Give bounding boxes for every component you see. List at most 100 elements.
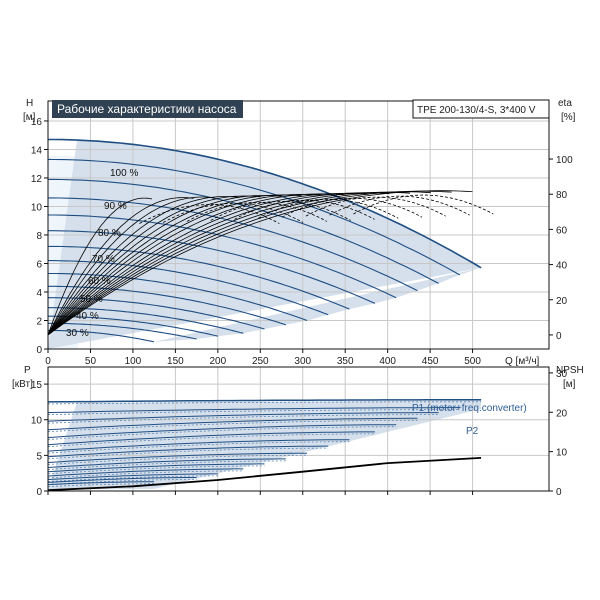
- head-plot-frame: [47, 100, 550, 350]
- power-axis-unit: [кВт]: [12, 379, 33, 390]
- flow-tick-label-250: 250: [252, 356, 269, 367]
- npsh-tick-label-0: 0: [556, 487, 562, 498]
- efficiency-dashed-arc: [162, 203, 304, 223]
- efficiency-curve-60: [47, 194, 302, 336]
- eta-tick-label-60: 60: [556, 225, 568, 236]
- power-curve-50: [47, 463, 265, 473]
- efficiency-dashed-arc: [258, 199, 399, 219]
- p2-curve-90: [47, 414, 439, 424]
- power-curve-30: [47, 481, 155, 486]
- power-tick-label-5: 5: [36, 451, 42, 462]
- flow-tick-label-300: 300: [294, 356, 311, 367]
- p1-series-label: P1 (motor+freq.converter): [412, 403, 527, 414]
- power-curve-95: [47, 407, 460, 414]
- head-tick-label-2: 2: [36, 316, 42, 327]
- head-curve-95: [47, 158, 461, 276]
- eta-axis-label: eta: [558, 98, 572, 109]
- power-plot-background: [48, 367, 549, 491]
- head-curve-50: [48, 297, 265, 330]
- efficiency-curve-35: [47, 197, 194, 336]
- head-curve-30: [48, 329, 155, 343]
- power-tick-label-10: 10: [31, 416, 43, 427]
- head-axis-unit: [м]: [23, 112, 36, 123]
- power-tick-label-0: 0: [36, 487, 42, 498]
- efficiency-dashed-arc: [210, 201, 351, 221]
- flow-tick-label-200: 200: [209, 356, 226, 367]
- efficiency-dashed-arc: [353, 194, 494, 215]
- head-tick-label-0: 0: [36, 345, 42, 356]
- power-curve-70: [47, 439, 350, 452]
- model-label-box: [412, 99, 550, 119]
- power-curve-35: [47, 477, 197, 483]
- eta-tick-label-80: 80: [556, 190, 568, 201]
- p2-curve-45: [47, 470, 244, 479]
- p2-curve-60: [47, 454, 307, 465]
- power-curve-55: [47, 458, 286, 468]
- power-curve-60: [47, 452, 307, 463]
- efficiency-dashed-arc: [281, 197, 423, 218]
- speed-label-6: 40 %: [76, 311, 99, 322]
- efficiency-dashed-arc: [305, 196, 446, 217]
- efficiency-dashed-arc: [186, 202, 328, 222]
- head-tick-label-14: 14: [31, 145, 43, 156]
- flow-tick-label-500: 500: [464, 356, 481, 367]
- power-curve-65: [47, 445, 329, 458]
- head-tick-label-12: 12: [31, 174, 43, 185]
- eta-tick-label-20: 20: [556, 296, 568, 307]
- head-plot-background: [48, 101, 549, 349]
- flow-tick-label-450: 450: [422, 356, 439, 367]
- flow-axis-label: Q [м³/ч]: [505, 356, 540, 367]
- efficiency-curve-50: [47, 195, 261, 336]
- eta-tick-label-0: 0: [556, 331, 562, 342]
- power-plot-ticks: 0 5 10 15 0 10 20 30: [31, 369, 568, 498]
- power-curve-85: [47, 417, 418, 431]
- p2-curve-65: [47, 447, 329, 460]
- head-curves: 100 % 90 % 80 % 70 % 60 % 50 % 40 % 30 %: [47, 138, 482, 343]
- flow-tick-label-400: 400: [379, 356, 396, 367]
- npsh-curve: [47, 457, 482, 492]
- npsh-curve-group: [47, 457, 482, 492]
- efficiency-dashed-arc: [139, 204, 280, 224]
- power-range-area: [48, 400, 482, 490]
- chart-title-box: [52, 100, 243, 118]
- speed-label-2: 80 %: [98, 228, 121, 239]
- p2-curve-75: [47, 433, 375, 448]
- power-curve-45: [47, 468, 244, 477]
- pump-model-label: TPE 200-130/4-S, 3*400 V: [417, 105, 536, 116]
- p2-curve-40: [47, 475, 218, 482]
- power-curve-75: [47, 431, 375, 446]
- speed-label-3: 70 %: [92, 254, 115, 265]
- p2-curve-100: [47, 401, 482, 405]
- efficiency-curve-55: [47, 195, 282, 336]
- eta-tick-label-100: 100: [556, 155, 573, 166]
- p2-curve-30: [47, 483, 155, 487]
- head-curve-65: [48, 260, 329, 316]
- flow-tick-label-50: 50: [85, 356, 97, 367]
- operating-range-area: [48, 140, 482, 349]
- flow-tick-label-100: 100: [125, 356, 142, 367]
- npsh-axis-label: NPSH: [556, 365, 584, 376]
- head-curve-100: [48, 138, 482, 269]
- npsh-tick-label-30: 30: [556, 369, 568, 380]
- head-curve-40: [48, 315, 218, 337]
- p2-curve-50: [47, 465, 265, 475]
- efficiency-dashed-arc: [234, 200, 375, 220]
- head-tick-label-4: 4: [36, 288, 42, 299]
- efficiency-curves: [47, 190, 494, 336]
- chart-title: Рабочие характеристики насоса: [57, 102, 237, 116]
- power-tick-label-15: 15: [31, 380, 43, 391]
- power-curve-100: [47, 399, 482, 403]
- speed-label-0: 100 %: [110, 168, 138, 179]
- efficiency-dashed-arc: [329, 195, 470, 216]
- head-tick-label-8: 8: [36, 231, 42, 242]
- speed-label-7: 30 %: [66, 328, 89, 339]
- efficiency-curve-95: [47, 190, 452, 336]
- head-tick-label-16: 16: [31, 117, 43, 128]
- head-curve-55: [48, 285, 286, 326]
- flow-tick-label-0: 0: [45, 356, 51, 367]
- p2-curve-95: [47, 409, 460, 415]
- power-curve-90: [47, 412, 439, 422]
- flow-tick-label-350: 350: [337, 356, 354, 367]
